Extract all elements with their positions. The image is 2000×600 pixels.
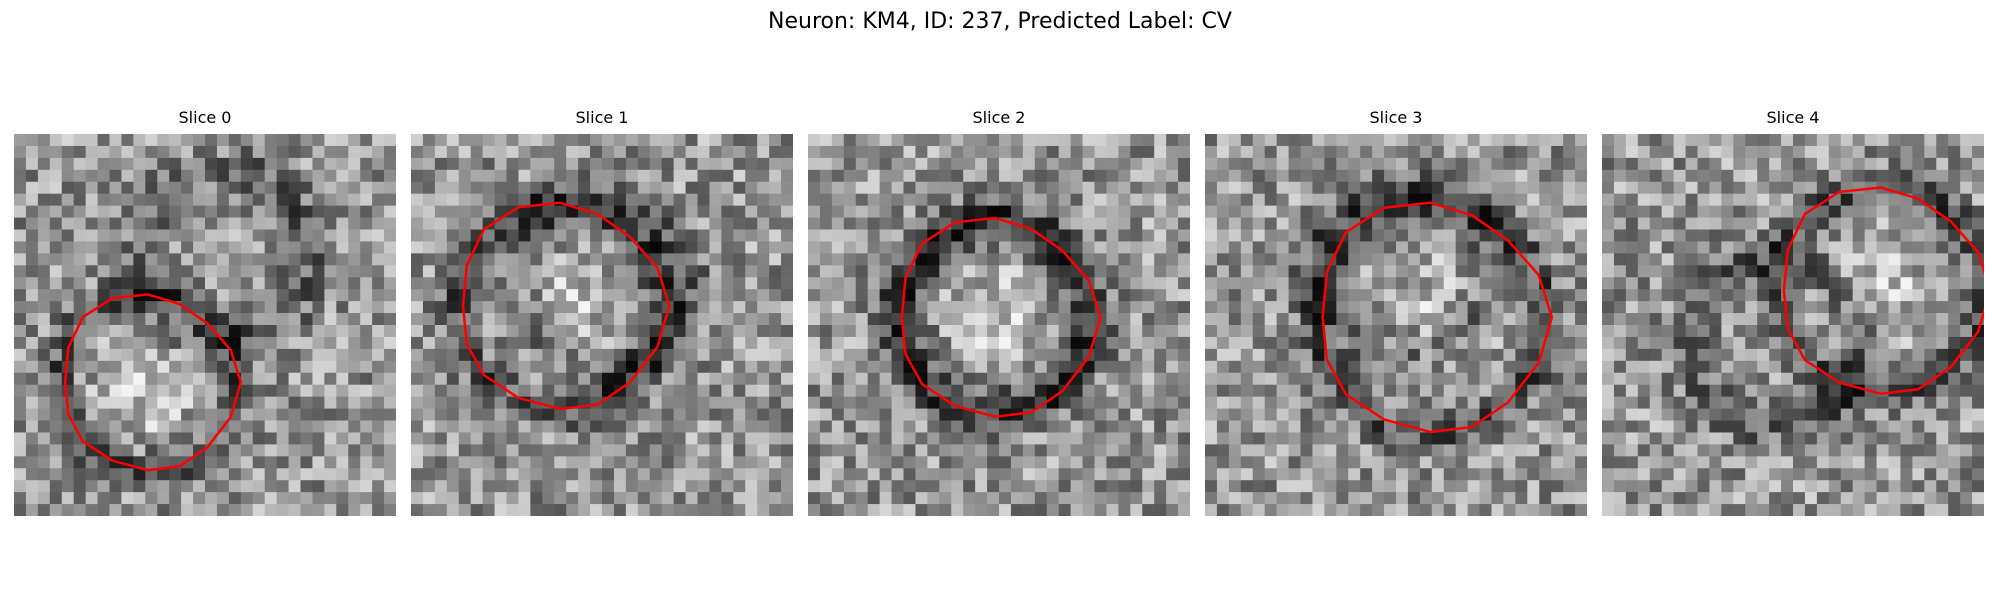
slice-image-3: [1205, 134, 1587, 516]
slice-panel-0: Slice 0: [14, 108, 396, 130]
slice-image-4: [1602, 134, 1984, 516]
pixel-grid: [1205, 134, 1587, 516]
slice-title-0: Slice 0: [14, 108, 396, 130]
pixel-grid: [1602, 134, 1984, 516]
slice-title-4: Slice 4: [1602, 108, 1984, 130]
slice-title-1: Slice 1: [411, 108, 793, 130]
slice-image-1: [411, 134, 793, 516]
slice-image-2: [808, 134, 1190, 516]
slice-title-3: Slice 3: [1205, 108, 1587, 130]
pixel-grid: [808, 134, 1190, 516]
slice-panel-2: Slice 2: [808, 108, 1190, 130]
figure-title: Neuron: KM4, ID: 237, Predicted Label: C…: [0, 8, 2000, 36]
slice-panel-1: Slice 1: [411, 108, 793, 130]
slice-image-0: [14, 134, 396, 516]
pixel-grid: [14, 134, 396, 516]
slice-panel-4: Slice 4: [1602, 108, 1984, 130]
slice-title-2: Slice 2: [808, 108, 1190, 130]
slice-panel-3: Slice 3: [1205, 108, 1587, 130]
pixel-grid: [411, 134, 793, 516]
